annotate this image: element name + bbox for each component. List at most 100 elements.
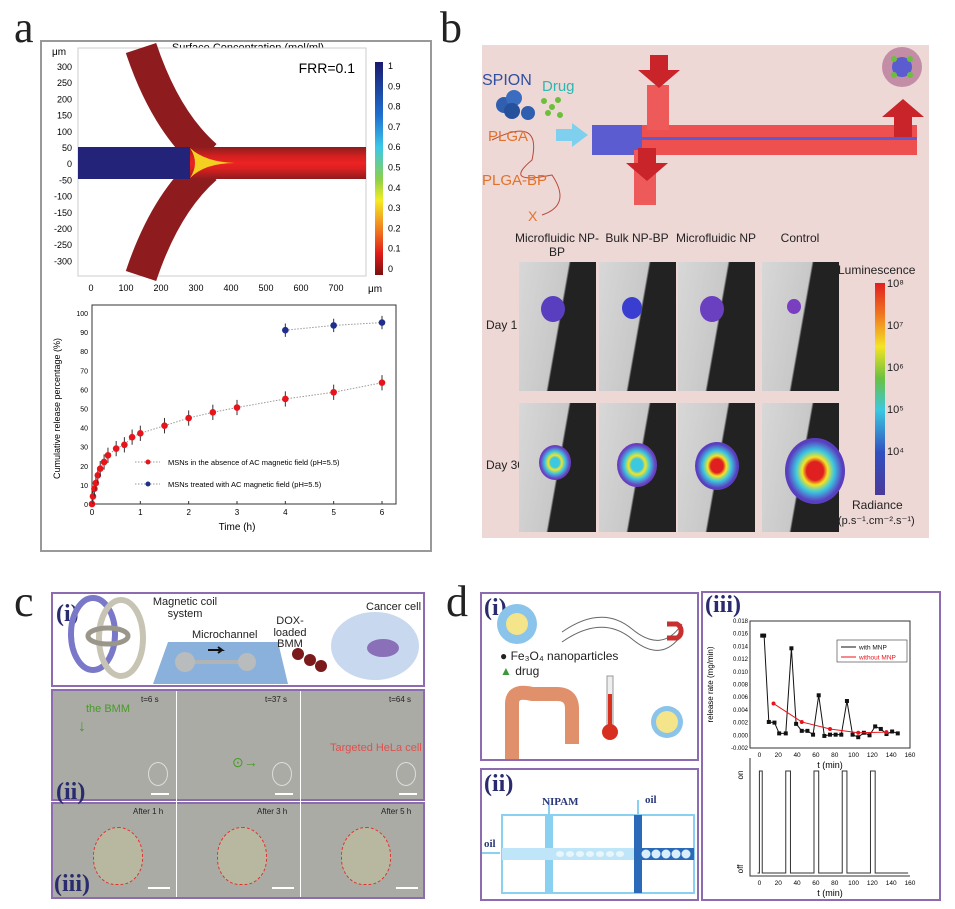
data-point (789, 646, 794, 651)
data-point (96, 465, 104, 472)
data-point (91, 485, 98, 493)
sim-y-tick: -300 (54, 256, 72, 266)
droplet (661, 849, 671, 859)
data-point (282, 395, 289, 403)
data-point (833, 732, 838, 737)
sim-x-tick: 700 (328, 283, 343, 293)
luminescence-label: Luminescence (838, 263, 916, 277)
sim-y-tick: 0 (67, 159, 72, 169)
sim-y-tick: 100 (57, 127, 72, 137)
x-tick-label: 0 (90, 508, 95, 517)
legend-label: MSNs in the absence of AC magnetic field… (168, 458, 340, 467)
y-tick-label: 70 (80, 368, 88, 375)
data-point (772, 720, 777, 725)
x-tick-label: 80 (831, 752, 839, 759)
data-point (844, 699, 849, 704)
colorbar-tick: 0.8 (388, 102, 401, 112)
sim-y-tick: -100 (54, 192, 72, 202)
data-point (112, 445, 120, 452)
x-tick-label: 160 (905, 880, 916, 887)
droplet (681, 849, 691, 859)
sim-x-tick: 300 (188, 283, 203, 293)
data-point (873, 724, 878, 729)
y-tick-label: 0 (84, 502, 88, 509)
x-tick-label: 80 (831, 880, 839, 887)
column-header: Microfluidic NP (675, 231, 756, 245)
fe3o4-label: Fe₃O₄ nanoparticles (510, 649, 619, 663)
data-point (816, 693, 821, 698)
hela-cell (272, 762, 292, 786)
droplet (566, 851, 574, 857)
data-point (104, 451, 112, 459)
after-label: After 1 h (133, 807, 164, 816)
x-tick-label: 2 (186, 508, 191, 517)
coil-system-illustration (68, 595, 419, 684)
data-point (762, 633, 767, 638)
drug-particles-icon (541, 97, 563, 118)
radiance-label: Radiance (852, 498, 903, 512)
polymer-chains-icon (491, 130, 561, 216)
legend-label: with MNP (858, 645, 887, 652)
colorbar-tick: 0.9 (388, 81, 401, 91)
data-point (828, 726, 832, 731)
mouse-image-day30 (519, 403, 596, 532)
mouse-image-day1 (599, 262, 676, 391)
luminescence-tick: 10⁸ (887, 278, 904, 290)
sim-x-tick: 400 (223, 283, 238, 293)
y-tick-label: 10 (80, 483, 88, 490)
mouse-image-day30 (599, 403, 676, 532)
data-point (799, 728, 804, 733)
y-tick-label: 0.004 (733, 708, 749, 714)
upper-side-channel (647, 85, 669, 130)
x-axis-label: t (min) (817, 888, 843, 898)
bmm-label: DOX-loaded BMM (273, 615, 307, 651)
y-tick-label: 0.016 (733, 632, 749, 638)
luminescence-blob (695, 442, 739, 491)
x-axis-label: t (min) (817, 760, 843, 770)
x-tick-label: 0 (758, 752, 762, 759)
row-label-day1: Day 1 (486, 318, 518, 332)
sim-x-tick: 500 (258, 283, 273, 293)
x-tick-label: 5 (331, 508, 336, 517)
droplet (651, 849, 661, 859)
droplet (616, 851, 624, 857)
data-point (89, 493, 97, 500)
data-point (766, 719, 771, 724)
data-point (822, 733, 827, 738)
frr-annotation: FRR=0.1 (299, 60, 356, 76)
data-point (209, 409, 217, 416)
panel-c-iii-label: (iii) (54, 871, 90, 897)
data-point (330, 322, 337, 329)
y-tick-label: 0.012 (733, 657, 749, 663)
x-tick-label: 60 (812, 752, 820, 759)
scale-bar (272, 887, 294, 889)
y-tick-label: 0.014 (733, 644, 749, 650)
data-point (378, 319, 386, 326)
sim-y-tick: 200 (57, 94, 72, 104)
up-arrow-icon (882, 99, 924, 137)
time-label: t=37 s (265, 695, 288, 704)
panel-label-c: c (14, 577, 34, 626)
colorbar-tick: 0.7 (388, 122, 401, 132)
panel-d-iii (701, 591, 941, 901)
sim-y-tick: 300 (57, 62, 72, 72)
luminescence-tick: 10⁴ (887, 446, 904, 458)
down-arrow-icon-c: ↓ (78, 718, 86, 735)
droplet (576, 851, 584, 857)
data-point (799, 719, 804, 724)
y-tick-label: 60 (80, 387, 88, 394)
mouse-image-day1 (519, 262, 596, 391)
hela-cell (396, 762, 416, 786)
y-tick-label: 0.006 (733, 695, 749, 701)
microfluidic-diagram (491, 47, 924, 216)
mouse-image-day30 (678, 403, 755, 532)
droplet (606, 851, 614, 857)
x-tick-label: 120 (867, 880, 878, 887)
spion-particles-icon (496, 90, 535, 120)
data-point (839, 732, 844, 737)
colorbar-tick: 1 (388, 61, 393, 71)
x-tick-label: 20 (775, 880, 783, 887)
data-point (330, 388, 337, 396)
right-arrow-icon-c: ⊙→ (232, 754, 258, 770)
